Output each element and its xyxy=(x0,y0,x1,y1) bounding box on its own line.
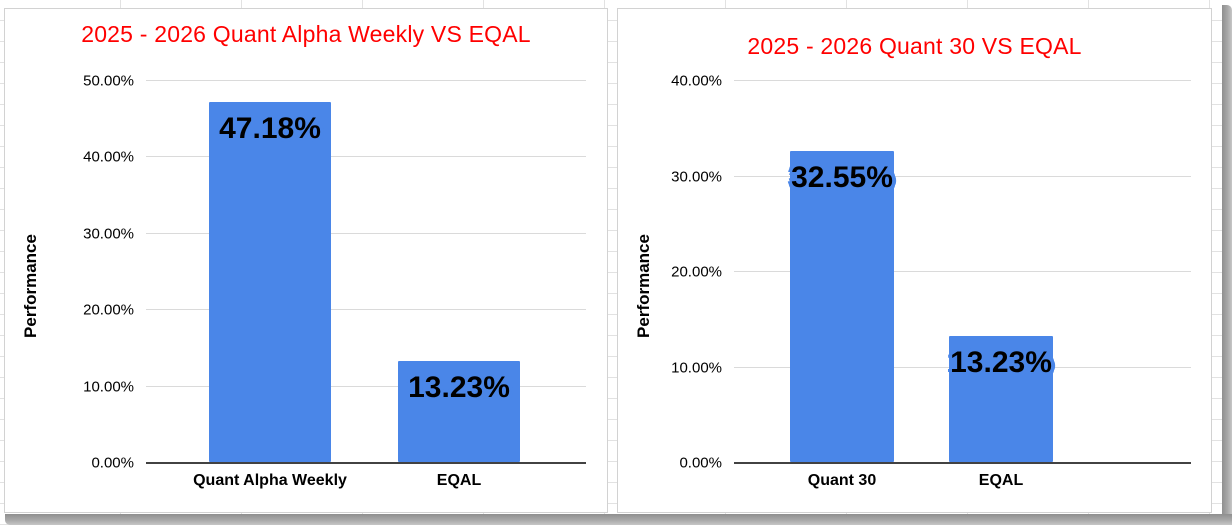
bar-value-label: 13.23% xyxy=(408,370,510,404)
bar-value-label: 47.18% xyxy=(219,111,321,145)
y-tick-label: 0.00% xyxy=(679,454,722,472)
x-axis-baseline xyxy=(734,462,1191,464)
bar-value-label: 32.55% xyxy=(791,161,893,195)
chart-panel-quant-30[interactable]: 2025 - 2026 Quant 30 VS EQAL Performance 4… xyxy=(617,8,1212,513)
chart-panel-quant-alpha-weekly[interactable]: 2025 - 2026 Quant Alpha Weekly VS EQAL Pe… xyxy=(4,8,608,513)
gridline xyxy=(146,80,586,81)
y-axis-title: Performance xyxy=(634,234,653,338)
y-axis-title: Performance xyxy=(21,234,40,338)
chart-title: 2025 - 2026 Quant 30 VS EQAL xyxy=(747,33,1082,59)
y-tick-label: 10.00% xyxy=(671,359,722,376)
y-tick-label: 10.00% xyxy=(83,378,134,396)
y-tick-label: 30.00% xyxy=(671,168,722,185)
y-tick-label: 0.00% xyxy=(91,454,134,472)
gridline xyxy=(734,80,1191,81)
bar-quant-30 xyxy=(790,151,894,462)
bar-value-label: 13.23% xyxy=(950,345,1052,379)
x-category-label: EQAL xyxy=(978,472,1024,489)
y-tick-label: 30.00% xyxy=(83,225,134,243)
bar-eqal xyxy=(398,360,520,462)
y-tick-label: 40.00% xyxy=(671,72,722,90)
window-shadow-bottom xyxy=(5,514,1232,525)
gridline xyxy=(734,175,1191,177)
x-category-label: Quant Alpha Weekly xyxy=(193,472,347,489)
gridline xyxy=(734,271,1191,272)
chart-title: 2025 - 2026 Quant Alpha Weekly VS EQAL xyxy=(81,21,531,47)
gridline xyxy=(146,156,586,158)
x-category-label: EQAL xyxy=(436,472,482,489)
bar-quant-alpha-weekly xyxy=(209,101,331,462)
y-tick-label: 40.00% xyxy=(83,148,134,166)
gridline xyxy=(146,385,586,387)
x-axis-baseline xyxy=(146,462,586,464)
y-tick-label: 20.00% xyxy=(83,301,134,319)
y-tick-label: 50.00% xyxy=(83,72,134,90)
y-tick-label: 20.00% xyxy=(671,263,722,281)
bar-eqal xyxy=(949,335,1053,462)
gridline xyxy=(146,309,586,311)
x-category-label: Quant 30 xyxy=(807,472,877,489)
window-shadow-right xyxy=(1222,5,1232,525)
gridline xyxy=(146,232,586,234)
